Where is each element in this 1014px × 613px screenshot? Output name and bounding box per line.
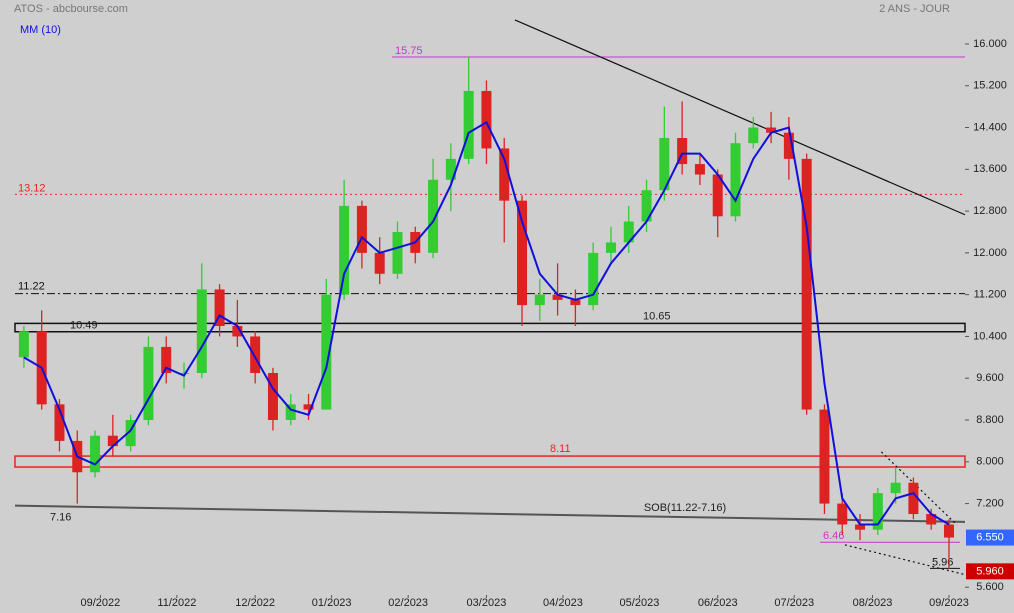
- y-tick-label: 14.400: [973, 121, 1007, 133]
- candle-body: [534, 294, 545, 306]
- last-price-box: [966, 563, 1014, 580]
- x-tick-label: 02/2023: [388, 597, 428, 609]
- candle-body: [428, 179, 439, 253]
- candle-body: [161, 346, 172, 374]
- x-tick-label: 03/2023: [467, 597, 507, 609]
- candle-body: [570, 299, 581, 306]
- x-tick-label: 12/2022: [235, 597, 275, 609]
- candle-body: [214, 289, 225, 327]
- candle-body: [374, 252, 385, 274]
- candle-body: [285, 404, 296, 421]
- candle-body: [730, 143, 741, 217]
- x-tick-label: 01/2023: [312, 597, 352, 609]
- candle-body: [890, 482, 901, 494]
- legend-entry: MM (10): [20, 24, 61, 36]
- x-tick-label: 05/2023: [620, 597, 660, 609]
- candle-body: [445, 158, 456, 180]
- y-tick-label: 5.600: [976, 581, 1004, 593]
- y-tick-label: 8.800: [976, 414, 1004, 426]
- y-tick-label: 12.000: [973, 247, 1007, 259]
- trendline-label: 7.16: [50, 512, 71, 524]
- candle-body: [18, 331, 29, 358]
- candle-body: [107, 435, 118, 447]
- candle-body: [499, 148, 510, 201]
- x-tick-label: 09/2023: [929, 597, 969, 609]
- last-price-box: [966, 529, 1014, 546]
- trendline-label: SOB(11.22-7.16): [644, 502, 726, 514]
- candle-body: [179, 373, 190, 375]
- level-label: 13.12: [18, 182, 46, 194]
- candle-body: [90, 435, 101, 473]
- trendline: [844, 544, 966, 576]
- candle-body: [766, 127, 777, 133]
- x-tick-label: 06/2023: [698, 597, 738, 609]
- candle-body: [392, 231, 403, 274]
- candle-body: [463, 90, 474, 159]
- y-tick-label: 16.000: [973, 38, 1007, 50]
- x-tick-label: 07/2023: [774, 597, 814, 609]
- candle-body: [712, 174, 723, 217]
- candle-body: [819, 409, 830, 504]
- candle-body: [588, 252, 599, 306]
- candle-body: [54, 404, 65, 441]
- candle-body: [623, 221, 634, 243]
- candle-body: [303, 404, 314, 410]
- candle-body: [659, 137, 670, 191]
- y-tick-label: 13.600: [973, 163, 1007, 175]
- candle-body: [321, 294, 332, 410]
- candle-body: [356, 205, 367, 253]
- x-tick-label: 09/2022: [81, 597, 121, 609]
- chart-subtitle: 2 ANS - JOUR: [879, 3, 950, 15]
- y-tick-label: 9.600: [976, 372, 1004, 384]
- last-price-label: 6.550: [976, 531, 1004, 543]
- band: [14, 455, 966, 468]
- candle-body: [196, 289, 207, 374]
- y-tick-label: 8.000: [976, 456, 1004, 468]
- x-tick-label: 08/2023: [853, 597, 893, 609]
- trendline: [514, 19, 966, 216]
- chart-title: ATOS - abcbourse.com: [14, 3, 128, 15]
- candle-body: [837, 503, 848, 525]
- level-label: 6.46: [823, 530, 844, 542]
- candle-body: [143, 346, 154, 421]
- level-label: 15.75: [395, 45, 423, 57]
- band-label: 8.11: [550, 443, 571, 455]
- y-tick-label: 7.200: [976, 498, 1004, 510]
- candle-body: [641, 190, 652, 222]
- y-tick-label: 10.400: [973, 330, 1007, 342]
- y-tick-label: 15.200: [973, 80, 1007, 92]
- candle-body: [677, 137, 688, 165]
- candle-body: [232, 326, 243, 337]
- y-tick-label: 11.200: [974, 289, 1007, 301]
- candle-body: [250, 336, 261, 374]
- candle-body: [605, 242, 616, 253]
- y-tick-label: 12.800: [973, 205, 1007, 217]
- candle-body: [748, 127, 759, 144]
- trendline: [14, 504, 966, 523]
- candle-body: [943, 524, 954, 538]
- candle-body: [872, 493, 883, 530]
- level-label: 11.22: [18, 281, 45, 293]
- candle-body: [855, 524, 866, 530]
- candle-body: [783, 132, 794, 159]
- band: [14, 322, 966, 333]
- candle-body: [339, 205, 350, 295]
- band-label: 10.49: [70, 320, 98, 332]
- last-price-label: 5.960: [976, 565, 1004, 577]
- candle-body: [481, 90, 492, 149]
- candle-body: [267, 373, 278, 421]
- level-label: 5.96: [932, 556, 953, 568]
- candle-body: [801, 158, 812, 410]
- candle-body: [125, 420, 136, 447]
- candle-body: [694, 164, 705, 175]
- moving-average: [23, 120, 950, 526]
- candle-body: [926, 514, 937, 525]
- x-tick-label: 11/2022: [157, 597, 196, 609]
- candle-body: [517, 200, 528, 306]
- candle-body: [908, 482, 919, 515]
- x-tick-label: 04/2023: [543, 597, 583, 609]
- candle-body: [552, 294, 563, 300]
- band-label: 10.65: [643, 310, 671, 322]
